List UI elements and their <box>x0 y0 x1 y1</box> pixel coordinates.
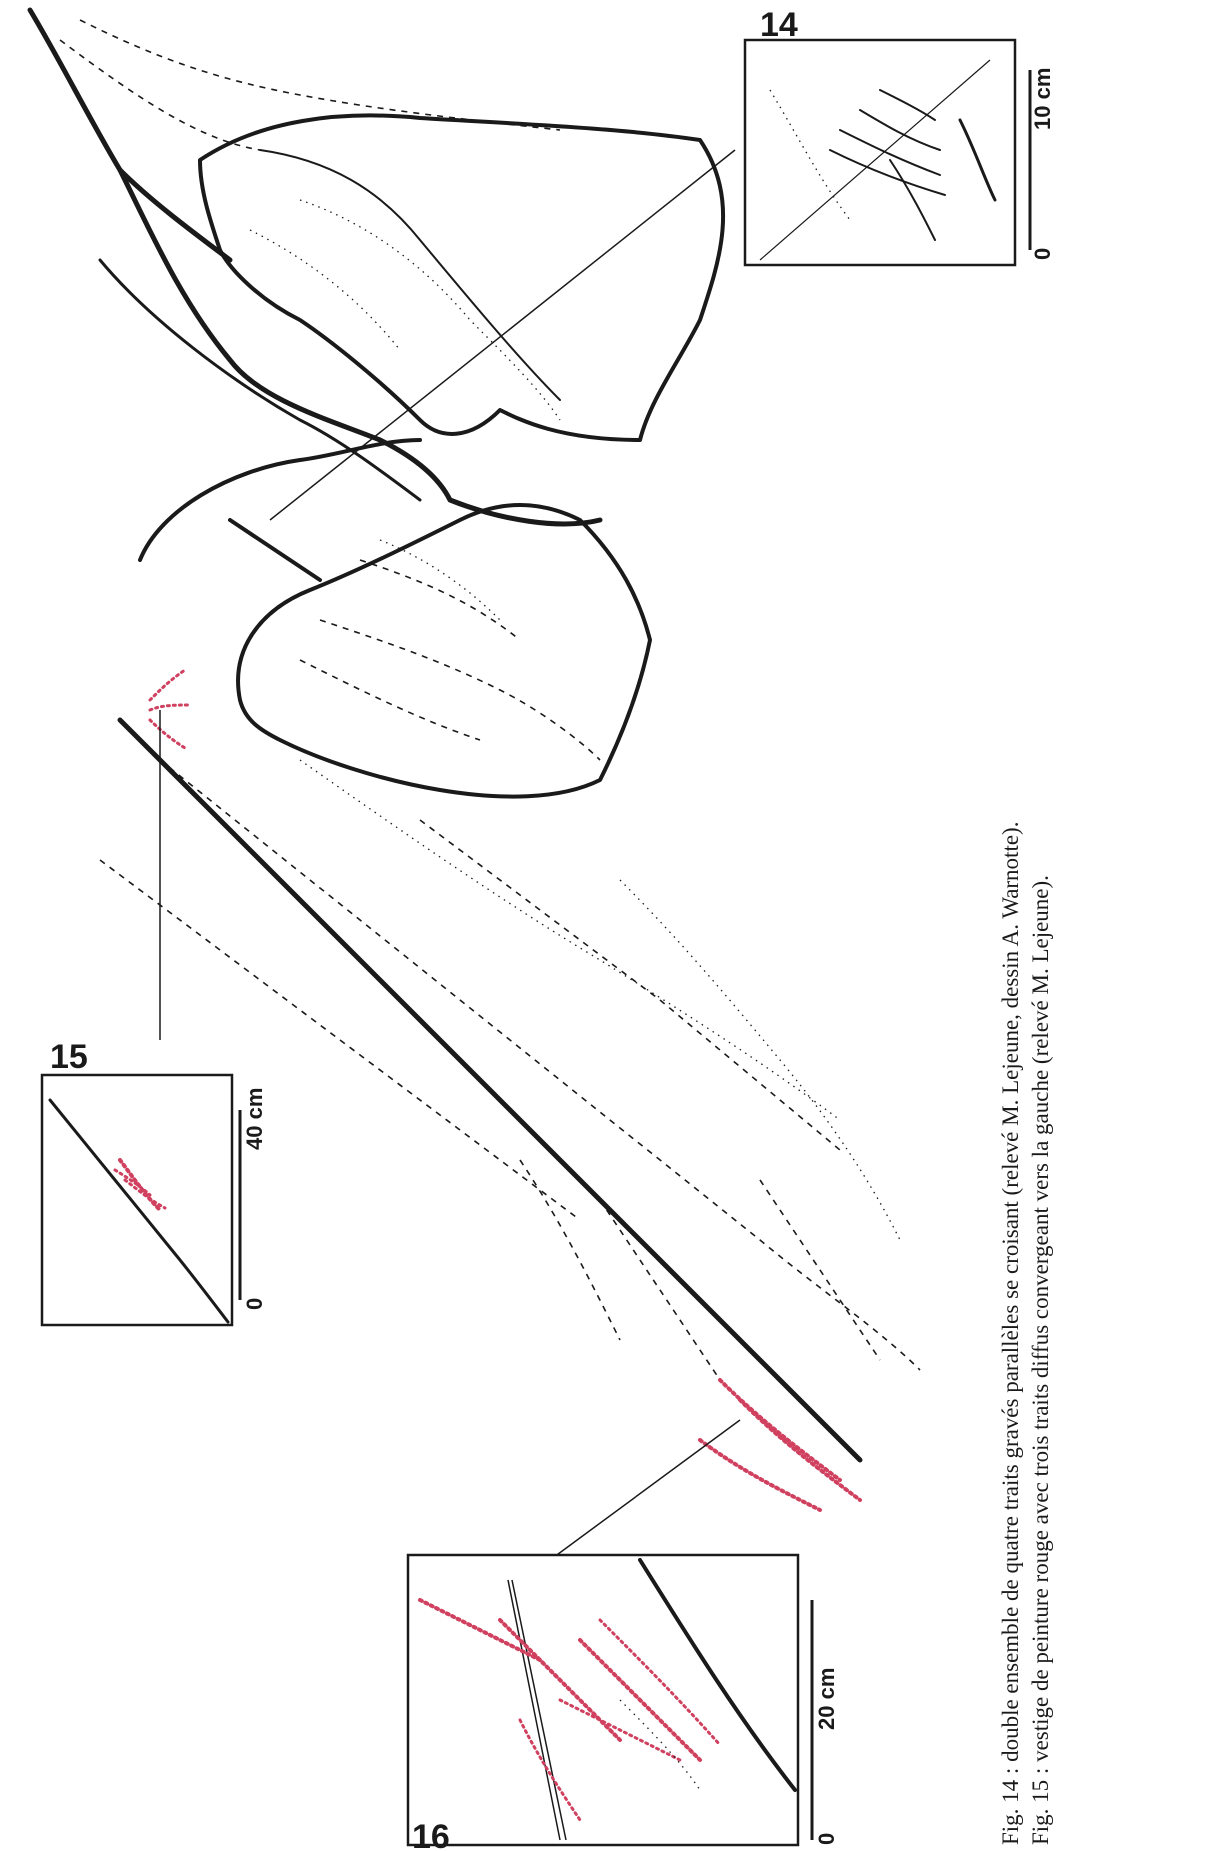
fig-16-scale-end: 20 cm <box>814 1668 839 1730</box>
fig-15-scale-end: 40 cm <box>242 1088 267 1150</box>
inset-fig-16: 16 0 20 cm <box>406 1553 839 1851</box>
inset-14-section-line <box>759 59 991 261</box>
rock-wall-tracing <box>27 7 921 1463</box>
red-paint-traces <box>148 668 862 1512</box>
fig-14-scale-zero: 0 <box>1030 248 1055 260</box>
inset-15-frame <box>40 1073 234 1327</box>
leader-lines <box>159 149 741 1561</box>
caption-line-2: Fig. 15 : vestige de peinture rouge avec… <box>1028 875 1053 1845</box>
fig-14-number: 14 <box>760 6 798 44</box>
fig-15-number: 15 <box>50 1038 88 1076</box>
fig-14-scale-end: 10 cm <box>1030 68 1055 130</box>
fig-15-scale-zero: 0 <box>242 1298 267 1310</box>
fig-16-scale-zero: 0 <box>814 1833 839 1845</box>
inset-fig-14: 14 0 10 cm <box>743 6 1055 267</box>
caption-line-1: Fig. 14 : double ensemble de quatre trai… <box>998 822 1023 1845</box>
inset-fig-15: 15 0 40 cm <box>40 1038 267 1327</box>
fig-16-number: 16 <box>412 1818 450 1851</box>
inset-16-frame <box>406 1553 800 1847</box>
caption: Fig. 14 : double ensemble de quatre trai… <box>998 822 1053 1845</box>
